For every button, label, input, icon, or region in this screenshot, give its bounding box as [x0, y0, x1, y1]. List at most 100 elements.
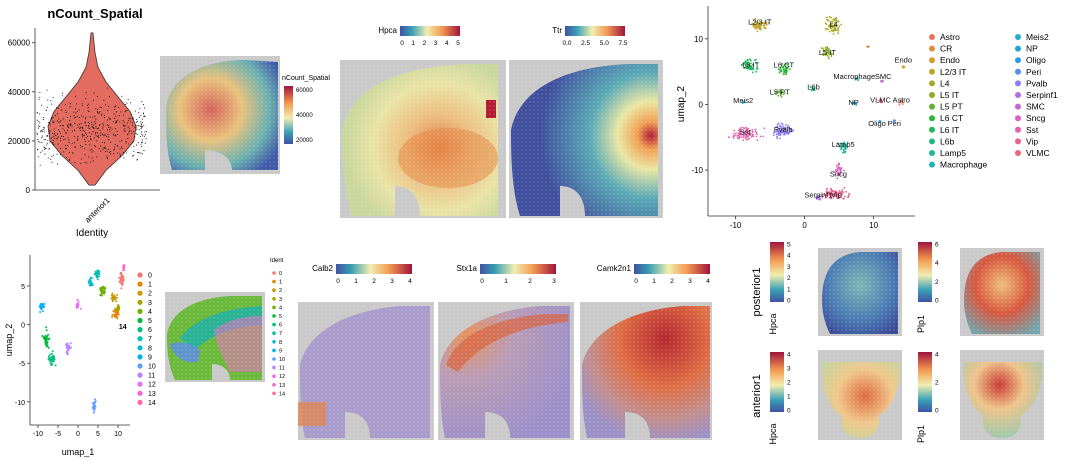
violin-point: [89, 135, 91, 137]
violin-point: [133, 150, 135, 152]
violin-point: [65, 131, 67, 134]
violin-point: [97, 135, 99, 137]
violin-point: [88, 156, 90, 158]
umap-top-point: [843, 186, 846, 189]
violin-point: [92, 150, 94, 152]
umap-top-point: [751, 133, 754, 136]
violin-point: [37, 127, 40, 129]
spatial-clusters-legend-label-2: 2: [279, 288, 282, 294]
umap-top-point: [836, 174, 839, 177]
feature-top-hpca-colorbar: [400, 26, 460, 36]
umap-top-point: [772, 134, 775, 137]
umap-top-point: [732, 132, 735, 135]
umap-bottom-point: [44, 334, 47, 337]
violin-point: [49, 124, 51, 126]
umap-top-point: [838, 190, 841, 192]
violin-point: [65, 132, 67, 135]
violin-point: [91, 126, 93, 128]
violin-point: [142, 112, 144, 114]
violin-point: [67, 124, 69, 126]
umap-top-ytick-label-2: 10: [694, 35, 703, 44]
umap-top-point: [828, 53, 831, 55]
umap-top-legend-label-13: NP: [1026, 44, 1038, 54]
umap-bottom-legend-swatch-3: [137, 299, 143, 305]
umap-top-legend-swatch-19: [1015, 115, 1021, 122]
feature-top-ttr-tick-3: 7.5: [618, 40, 627, 47]
umap-bottom-point: [98, 275, 101, 278]
violin-point: [69, 125, 71, 127]
violin-point: [114, 122, 116, 124]
violin-point: [53, 131, 55, 133]
violin-point: [89, 144, 91, 146]
umap-top-legend-label-0: Astro: [940, 32, 960, 42]
spatial-count-ticks: 20000 40000 60000: [296, 88, 313, 144]
violin-point: [137, 142, 139, 144]
umap-bottom-point: [111, 299, 114, 302]
umap-bottom-point: [114, 312, 117, 315]
umap-bottom-label-0: 14: [119, 324, 127, 331]
spatial-clusters-legend-label-11: 11: [279, 366, 285, 372]
violin-point: [62, 125, 64, 127]
violin-point: [143, 150, 145, 152]
violin-point: [60, 109, 63, 111]
violin-point: [47, 157, 49, 159]
ttr-spots: [509, 60, 663, 218]
umap-bottom-ticks: -10 -5 0 5 10 -10 -5 0 5: [15, 284, 122, 438]
violin-point: [128, 143, 130, 145]
feature-bottom-calb2-tick-2: 2: [372, 278, 376, 285]
violin-point: [96, 111, 98, 113]
umap-bottom-point: [47, 338, 50, 341]
umap-top-point: [732, 135, 735, 138]
violin-point: [121, 95, 123, 97]
violin-point: [57, 107, 59, 110]
violin-point: [142, 141, 144, 143]
violin-point: [131, 114, 133, 116]
umap-bottom-point: [48, 356, 51, 359]
umap-bottom-legend-swatch-2: [137, 290, 143, 296]
umap-top-point: [757, 25, 759, 28]
umap-top-point: [782, 93, 785, 96]
umap-top-point: [732, 137, 735, 140]
umap-top-label-9: L6b: [807, 82, 820, 91]
umap-top-point: [826, 46, 829, 48]
umap-bottom-point: [89, 283, 92, 286]
umap-top-point: [824, 22, 827, 25]
umap-top-point: [835, 192, 838, 195]
comparison-panel: posterior1 anterior1 012345Hpca0246Plp10…: [751, 242, 1044, 445]
violin-point: [56, 113, 59, 115]
violin-point: [100, 107, 102, 109]
umap-top-point: [828, 15, 831, 18]
violin-point: [85, 98, 87, 100]
violin-point: [115, 111, 118, 113]
spatial-count-colorbar: [284, 86, 293, 144]
violin-point: [140, 126, 142, 128]
umap-top-label-13: Astro: [892, 95, 910, 104]
umap-bottom-point: [120, 287, 123, 290]
violin-point: [103, 148, 105, 150]
umap-bottom-point: [116, 317, 119, 320]
spatial-clusters-legend-swatch-3: [272, 297, 276, 301]
umap-bottom-point: [90, 282, 93, 285]
umap-top-point: [787, 133, 790, 135]
violin-point: [53, 135, 55, 138]
umap-bottom-point: [110, 297, 113, 300]
spatial-clusters-legend-swatch-13: [272, 383, 276, 387]
stx1a-spots: [438, 302, 574, 440]
umap-top-point: [835, 194, 838, 197]
umap-top-point: [819, 198, 822, 201]
violin-point: [62, 118, 64, 120]
violin-point: [41, 104, 43, 106]
umap-top-point: [742, 135, 745, 138]
hpca-spots: [340, 60, 506, 218]
violin-point: [106, 129, 109, 131]
umap-top-point: [846, 141, 849, 144]
umap-top-point: [837, 167, 839, 170]
feature-bottom-camk2n1-tick-0: 0: [634, 278, 638, 285]
violin-point: [106, 124, 108, 126]
umap-top-legend-label-19: Sncg: [1026, 113, 1046, 123]
umap-top-point: [782, 127, 785, 129]
violin-point: [107, 110, 109, 112]
violin-point: [122, 120, 124, 122]
